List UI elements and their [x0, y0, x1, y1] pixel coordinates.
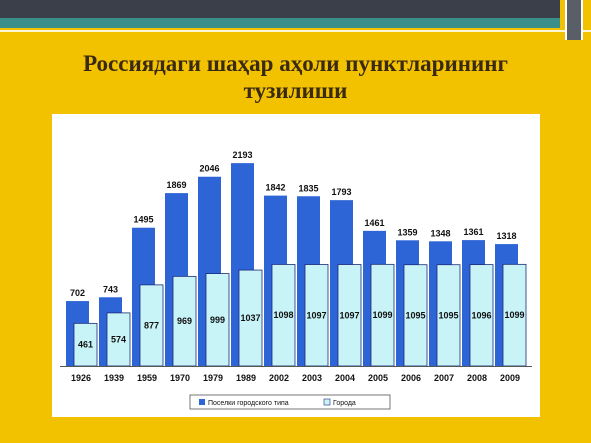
data-label-goroda-2008: 1096 — [471, 310, 491, 320]
x-tick-label-2009: 2009 — [500, 373, 520, 383]
header-corner-ornament — [565, 0, 583, 40]
data-label-goroda-2003: 1097 — [306, 310, 326, 320]
x-tick-label-2005: 2005 — [368, 373, 388, 383]
slide-title-line-1: Россиядаги шаҳар аҳоли пунктларининг — [83, 51, 508, 76]
x-tick-label-2002: 2002 — [269, 373, 289, 383]
data-label-poselki-2007: 1348 — [430, 228, 450, 238]
data-label-poselki-2004: 1793 — [331, 187, 351, 197]
data-label-poselki-2002: 1842 — [265, 183, 285, 193]
data-label-goroda-2006: 1095 — [405, 310, 425, 320]
data-label-poselki-1939: 743 — [103, 284, 118, 294]
data-label-poselki-1970: 1869 — [166, 180, 186, 190]
x-tick-label-1979: 1979 — [203, 373, 223, 383]
data-label-poselki-2005: 1461 — [364, 218, 384, 228]
slide-title: Россиядаги шаҳар аҳоли пунктларининг туз… — [20, 50, 571, 104]
x-tick-label-1970: 1970 — [170, 373, 190, 383]
data-label-poselki-1979: 2046 — [199, 164, 219, 174]
data-label-goroda-2005: 1099 — [372, 310, 392, 320]
legend-label-poselki: Поселки городского типа — [208, 400, 289, 407]
x-tick-label-2004: 2004 — [335, 373, 355, 383]
data-label-goroda-1970: 969 — [177, 316, 192, 326]
legend-swatch-goroda — [323, 398, 331, 406]
data-label-poselki-2008: 1361 — [463, 227, 483, 237]
data-label-goroda-1926: 461 — [78, 340, 93, 350]
data-label-poselki-2003: 1835 — [298, 183, 318, 193]
data-label-goroda-2007: 1095 — [438, 310, 458, 320]
legend-label-goroda: Города — [333, 400, 356, 407]
legend-box — [189, 394, 391, 410]
data-label-poselki-2009: 1318 — [496, 231, 516, 241]
header-dark-bar — [0, 0, 560, 18]
x-tick-label-1926: 1926 — [71, 373, 91, 383]
data-label-goroda-1979: 999 — [210, 315, 225, 325]
header-divider — [0, 30, 591, 32]
slide-title-line-2: тузилиши — [243, 78, 348, 103]
x-tick-label-2008: 2008 — [467, 373, 487, 383]
data-label-goroda-1959: 877 — [144, 320, 159, 330]
x-tick-label-1989: 1989 — [236, 373, 256, 383]
x-tick-label-2006: 2006 — [401, 373, 421, 383]
data-label-goroda-1989: 1037 — [240, 313, 260, 323]
x-tick-label-2003: 2003 — [302, 373, 322, 383]
data-label-goroda-2009: 1099 — [504, 310, 524, 320]
data-label-goroda-2004: 1097 — [339, 310, 359, 320]
data-label-poselki-1989: 2193 — [232, 150, 252, 160]
data-label-poselki-1959: 1495 — [133, 215, 153, 225]
data-label-goroda-1939: 574 — [111, 334, 126, 344]
x-tick-label-1959: 1959 — [137, 373, 157, 383]
x-tick-label-1939: 1939 — [104, 373, 124, 383]
data-label-goroda-2002: 1098 — [273, 310, 293, 320]
legend-swatch-poselki — [199, 399, 205, 405]
chart-panel: 702 461 1926 743 574 1939 1495 877 1959 1869 969 19… — [52, 114, 540, 417]
data-label-poselki-1926: 702 — [70, 288, 85, 298]
data-label-poselki-2006: 1359 — [397, 227, 417, 237]
header-teal-stripe — [0, 18, 560, 28]
x-tick-label-2007: 2007 — [434, 373, 454, 383]
bar-chart: 702 461 1926 743 574 1939 1495 877 1959 1869 969 19… — [60, 150, 532, 410]
